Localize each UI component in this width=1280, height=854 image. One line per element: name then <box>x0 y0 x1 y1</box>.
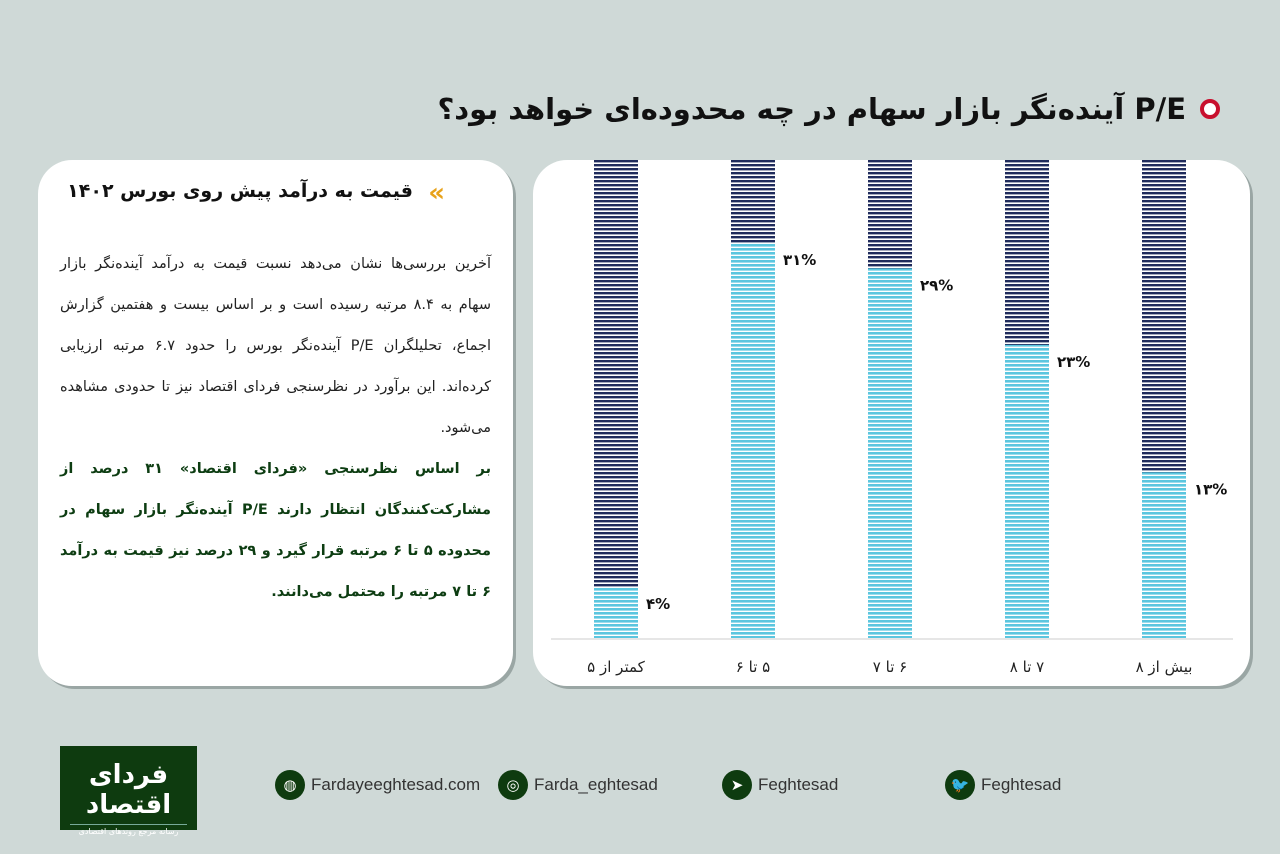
article-heading: قیمت به درآمد پیش روی بورس ۱۴۰۲ <box>67 180 413 202</box>
article-highlight: بر اساس نظرسنجی «فردای اقتصاد» ۳۱ درصد ا… <box>60 461 492 600</box>
globe-icon: ◍ <box>275 770 305 800</box>
x-tick-label: ۶ تا ۷ <box>873 658 907 676</box>
instagram-icon: ◎ <box>498 770 528 800</box>
footer: فردای اقتصاد رسانه مرجع روندهای اقتصادی … <box>60 746 1280 836</box>
article-paragraph: آخرین بررسی‌ها نشان می‌دهد نسبت قیمت به … <box>60 256 492 436</box>
bar-chart: ۴% کمتر از ۵ ۳۱% ۵ تا ۶ ۲۹% ۶ تا ۷ ۲۳% ۷ تا ۸ ۱۳… <box>551 160 1233 676</box>
x-tick-label: کمتر از ۵ <box>587 658 645 676</box>
page-title: P/E آینده‌نگر بازار سهام در چه محدوده‌ای… <box>437 92 1220 126</box>
social-instagram[interactable]: ◎ Farda_eghtesad <box>498 770 658 800</box>
chart-card: ۴% کمتر از ۵ ۳۱% ۵ تا ۶ ۲۹% ۶ تا ۷ ۲۳% ۷ تا ۸ ۱۳… <box>533 160 1250 686</box>
social-telegram[interactable]: ➤ Feghtesad <box>722 770 838 800</box>
chart-title: P/E آینده‌نگر بازار سهام در چه محدوده‌ای… <box>437 92 1186 126</box>
social-twitter[interactable]: 🐦 Feghtesad <box>945 770 1061 800</box>
data-label: ۱۳% <box>1194 480 1227 498</box>
data-label: ۲۳% <box>1057 353 1090 371</box>
data-label: ۲۹% <box>920 276 953 294</box>
bar-background <box>594 160 638 638</box>
x-tick-label: بیش از ۸ <box>1136 658 1193 676</box>
article-card: « قیمت به درآمد پیش روی بورس ۱۴۰۲ آخرین … <box>38 160 513 686</box>
bullet-icon <box>1200 99 1220 119</box>
x-tick-label: ۷ تا ۸ <box>1010 658 1044 676</box>
bar <box>594 587 638 638</box>
x-tick-label: ۵ تا ۶ <box>736 658 770 676</box>
twitter-icon: 🐦 <box>945 770 975 800</box>
double-chevron-icon: « <box>428 178 445 208</box>
bar <box>868 268 912 638</box>
bar <box>731 242 775 638</box>
data-label: ۴% <box>646 595 670 613</box>
telegram-icon: ➤ <box>722 770 752 800</box>
bar <box>1142 472 1186 638</box>
data-label: ۳۱% <box>783 251 816 269</box>
social-website[interactable]: ◍ Fardayeeghtesad.com <box>275 770 480 800</box>
brand-logo: فردای اقتصاد رسانه مرجع روندهای اقتصادی <box>60 746 197 836</box>
bar <box>1005 344 1049 638</box>
